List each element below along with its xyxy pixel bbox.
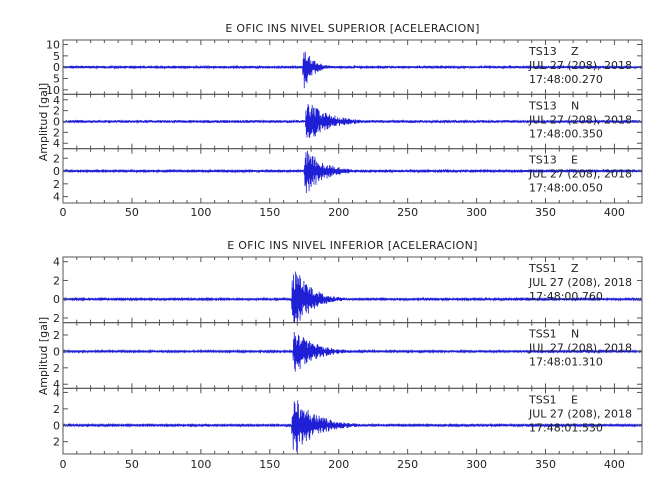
x-tick-label: 200 — [328, 206, 349, 219]
y-tick-label: 4 — [53, 137, 60, 150]
y-tick-label: 0 — [53, 345, 60, 358]
y-tick-label: 2 — [53, 152, 60, 165]
station-label: TSS1 — [528, 393, 557, 406]
y-tick-label: 2 — [53, 105, 60, 118]
y-tick-label: 0 — [53, 61, 60, 74]
x-tick-label: 100 — [190, 206, 211, 219]
chart-group-2: E OFIC INS NIVEL INFERIOR [ACELERACION] A… — [37, 239, 643, 471]
chart-title: E OFIC INS NIVEL SUPERIOR [ACELERACION] — [225, 22, 479, 35]
time-label: 17:48:00.350 — [529, 127, 603, 140]
y-tick-label: 2 — [53, 178, 60, 191]
y-tick-label: 2 — [53, 126, 60, 139]
y-tick-label: 10 — [46, 84, 60, 97]
date-label: JUL 27 (208), 2018 — [528, 276, 632, 289]
y-tick-label: 4 — [53, 386, 60, 399]
x-tick-label: 200 — [328, 458, 349, 471]
station-label: TS13 — [528, 45, 557, 58]
time-label: 17:48:00.760 — [529, 290, 603, 303]
time-label: 17:48:00.270 — [529, 73, 603, 86]
date-label: JUL 27 (208), 2018 — [528, 113, 632, 126]
component-label: Z — [571, 262, 579, 275]
x-tick-label: 150 — [259, 458, 280, 471]
x-tick-label: 50 — [125, 458, 139, 471]
y-tick-label: 0 — [53, 419, 60, 432]
x-tick-label: 250 — [397, 206, 418, 219]
y-axis-label: Amplitud [gal] — [37, 317, 50, 395]
y-axis-label: Amplitud [gal] — [37, 83, 50, 161]
component-label: E — [571, 393, 578, 406]
station-label: TSS1 — [528, 262, 557, 275]
waveform-trace — [62, 332, 643, 372]
component-label: N — [571, 99, 579, 112]
component-label: N — [571, 328, 579, 341]
x-tick-label: 400 — [604, 458, 625, 471]
x-tick-label: 300 — [466, 458, 487, 471]
date-label: JUL 27 (208), 2018 — [528, 168, 632, 181]
y-tick-label: 4 — [53, 94, 60, 107]
y-tick-label: 4 — [53, 191, 60, 204]
x-tick-label: 350 — [535, 458, 556, 471]
waveform-trace — [62, 150, 643, 194]
y-tick-label: 2 — [53, 436, 60, 449]
station-label: TSS1 — [528, 328, 557, 341]
time-label: 17:48:01.530 — [529, 421, 603, 434]
y-tick-label: 2 — [53, 362, 60, 375]
y-tick-label: 4 — [53, 256, 60, 269]
x-tick-label: 0 — [60, 206, 67, 219]
y-tick-label: 5 — [53, 50, 60, 63]
y-tick-label: 5 — [53, 72, 60, 85]
y-tick-label: 2 — [53, 274, 60, 287]
station-label: TS13 — [528, 154, 557, 167]
y-tick-label: 0 — [53, 293, 60, 306]
date-label: JUL 27 (208), 2018 — [528, 59, 632, 72]
x-tick-label: 50 — [125, 206, 139, 219]
x-tick-label: 100 — [190, 458, 211, 471]
date-label: JUL 27 (208), 2018 — [528, 407, 632, 420]
waveform-trace — [62, 51, 643, 89]
x-tick-label: 300 — [466, 206, 487, 219]
chart-group-1: E OFIC INS NIVEL SUPERIOR [ACELERACION] A… — [37, 22, 643, 219]
x-tick-label: 400 — [604, 206, 625, 219]
station-label: TS13 — [528, 99, 557, 112]
waveform-trace — [62, 271, 643, 323]
time-label: 17:48:00.050 — [529, 182, 603, 195]
x-tick-label: 250 — [397, 458, 418, 471]
waveform-trace — [62, 400, 643, 452]
component-label: E — [571, 154, 578, 167]
y-tick-label: 0 — [53, 116, 60, 129]
y-tick-label: 2 — [53, 329, 60, 342]
x-tick-label: 150 — [259, 206, 280, 219]
time-label: 17:48:01.310 — [529, 356, 603, 369]
waveform-trace — [62, 104, 643, 138]
x-tick-label: 350 — [535, 206, 556, 219]
y-tick-label: 0 — [53, 165, 60, 178]
x-tick-label: 0 — [60, 458, 67, 471]
component-label: Z — [571, 45, 579, 58]
y-tick-label: 2 — [53, 312, 60, 325]
date-label: JUL 27 (208), 2018 — [528, 342, 632, 355]
y-tick-label: 10 — [46, 39, 60, 52]
y-tick-label: 2 — [53, 403, 60, 416]
y-tick-label: 4 — [53, 378, 60, 391]
chart-title: E OFIC INS NIVEL INFERIOR [ACELERACION] — [227, 239, 477, 252]
